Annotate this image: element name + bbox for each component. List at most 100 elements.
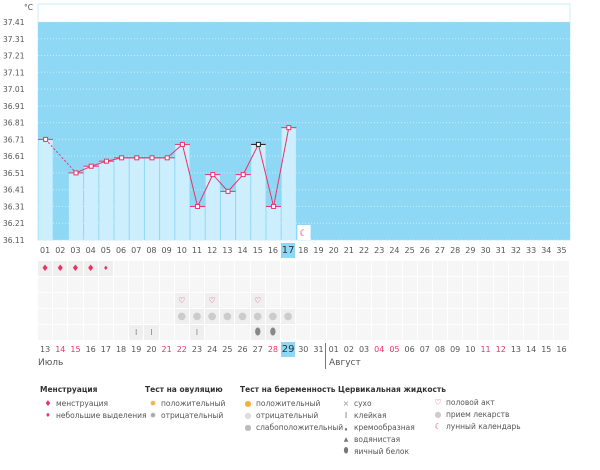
calendar-date[interactable]: 16: [554, 342, 568, 357]
day-cell[interactable]: [448, 325, 463, 340]
day-cell[interactable]: [478, 325, 493, 340]
calendar-date[interactable]: 08: [433, 342, 447, 357]
calendar-date[interactable]: 26: [235, 342, 249, 357]
day-cell[interactable]: ●: [174, 309, 189, 324]
day-cell[interactable]: [417, 309, 432, 324]
day-cell[interactable]: [463, 309, 478, 324]
cycle-day[interactable]: 26: [418, 243, 432, 258]
calendar-date[interactable]: 13: [509, 342, 523, 357]
day-cell[interactable]: [189, 261, 205, 276]
day-cell[interactable]: [38, 277, 53, 292]
cycle-day[interactable]: 23: [372, 243, 386, 258]
calendar-date[interactable]: 14: [53, 342, 67, 357]
day-cell[interactable]: [326, 293, 341, 308]
day-cell[interactable]: [68, 293, 83, 308]
cycle-day[interactable]: 24: [387, 243, 401, 258]
day-cell[interactable]: I: [129, 325, 144, 340]
day-cell[interactable]: [159, 309, 174, 324]
day-cell[interactable]: [417, 261, 432, 276]
day-cell[interactable]: [220, 261, 235, 276]
day-cell[interactable]: [38, 293, 53, 308]
day-cell[interactable]: [83, 325, 98, 340]
day-cell[interactable]: [356, 293, 372, 308]
day-cell[interactable]: [493, 261, 508, 276]
day-cell[interactable]: [38, 309, 53, 324]
day-cell[interactable]: [113, 293, 129, 308]
cycle-day[interactable]: 12: [205, 243, 219, 258]
day-cell[interactable]: [83, 277, 98, 292]
day-cell[interactable]: [68, 309, 83, 324]
calendar-date[interactable]: 10: [463, 342, 477, 357]
day-cell[interactable]: [478, 261, 493, 276]
day-cell[interactable]: [159, 293, 174, 308]
day-cell[interactable]: [356, 325, 372, 340]
calendar-date[interactable]: 14: [524, 342, 538, 357]
day-cell[interactable]: [463, 261, 478, 276]
day-cell[interactable]: [98, 293, 113, 308]
cycle-day[interactable]: 28: [448, 243, 462, 258]
cycle-day[interactable]: 06: [114, 243, 128, 258]
day-cell[interactable]: [220, 325, 235, 340]
day-cell[interactable]: [326, 277, 341, 292]
day-cell[interactable]: [296, 261, 311, 276]
calendar-date[interactable]: 02: [342, 342, 356, 357]
cycle-day[interactable]: 09: [160, 243, 174, 258]
day-cell[interactable]: [326, 261, 341, 276]
cycle-day[interactable]: 30: [478, 243, 492, 258]
calendar-date[interactable]: 30: [296, 342, 310, 357]
day-cell[interactable]: [159, 277, 174, 292]
day-cell[interactable]: [539, 261, 554, 276]
day-cell[interactable]: [129, 309, 144, 324]
day-cell[interactable]: [341, 325, 356, 340]
day-cell[interactable]: [83, 293, 98, 308]
calendar-date[interactable]: 29: [281, 342, 296, 357]
day-cell[interactable]: [448, 277, 463, 292]
cycle-day[interactable]: 03: [68, 243, 82, 258]
day-cell[interactable]: [281, 277, 296, 292]
day-cell[interactable]: [539, 277, 554, 292]
calendar-date[interactable]: 20: [144, 342, 158, 357]
day-cell[interactable]: [174, 261, 189, 276]
day-cell[interactable]: [478, 293, 493, 308]
day-cell[interactable]: [448, 309, 463, 324]
cycle-day[interactable]: 33: [524, 243, 538, 258]
day-cell[interactable]: [311, 325, 326, 340]
day-cell[interactable]: [250, 261, 265, 276]
day-cell[interactable]: [296, 325, 311, 340]
day-cell[interactable]: [402, 309, 417, 324]
day-cell[interactable]: ♦: [68, 261, 83, 276]
day-cell[interactable]: [372, 325, 387, 340]
day-cell[interactable]: [113, 261, 129, 276]
day-cell[interactable]: [38, 325, 53, 340]
day-cell[interactable]: [235, 261, 250, 276]
day-cell[interactable]: [205, 277, 220, 292]
day-cell[interactable]: ●: [235, 309, 250, 324]
cycle-day[interactable]: 02: [53, 243, 67, 258]
day-cell[interactable]: [235, 277, 250, 292]
calendar-date[interactable]: 07: [418, 342, 432, 357]
day-cell[interactable]: [129, 261, 144, 276]
cycle-day[interactable]: 34: [539, 243, 553, 258]
day-cell[interactable]: [387, 309, 402, 324]
day-cell[interactable]: [508, 309, 523, 324]
day-cell[interactable]: [113, 325, 129, 340]
calendar-date[interactable]: 05: [387, 342, 401, 357]
day-cell[interactable]: [508, 325, 523, 340]
day-cell[interactable]: ●: [265, 309, 280, 324]
calendar-date[interactable]: 17: [99, 342, 113, 357]
day-cell[interactable]: [205, 261, 220, 276]
day-cell[interactable]: [478, 309, 493, 324]
day-cell[interactable]: ⬮: [250, 325, 265, 340]
day-cell[interactable]: [402, 293, 417, 308]
day-cell[interactable]: [539, 325, 554, 340]
day-cell[interactable]: [68, 325, 83, 340]
day-cell[interactable]: [432, 293, 448, 308]
day-cell[interactable]: [129, 293, 144, 308]
day-cell[interactable]: [53, 309, 68, 324]
day-cell[interactable]: [281, 261, 296, 276]
cycle-day[interactable]: 17: [281, 243, 296, 258]
day-cell[interactable]: [281, 293, 296, 308]
day-cell[interactable]: [341, 261, 356, 276]
cycle-day[interactable]: 21: [342, 243, 356, 258]
calendar-date[interactable]: 15: [539, 342, 553, 357]
